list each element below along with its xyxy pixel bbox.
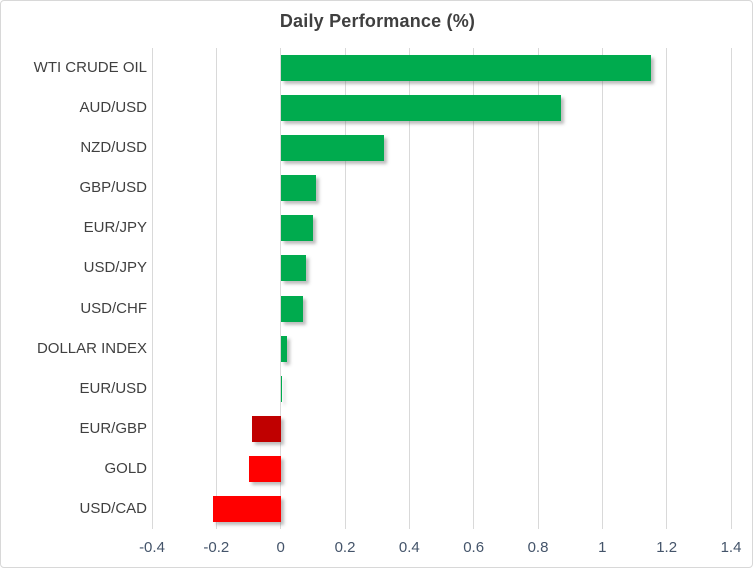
category-label: WTI CRUDE OIL	[33, 59, 147, 76]
x-tick-label: 0.6	[463, 539, 485, 556]
gridline	[151, 48, 153, 529]
category-label: GOLD	[104, 459, 147, 477]
category-label: AUD/USD	[79, 99, 147, 117]
bar-gold	[248, 455, 281, 482]
gridline	[601, 48, 603, 529]
gridline	[280, 48, 282, 529]
gridline	[537, 48, 539, 529]
x-tick-label: 0	[276, 539, 285, 556]
gridline	[344, 48, 346, 529]
x-tick-label: 0.8	[527, 539, 549, 556]
x-tick-label: 0.2	[334, 539, 356, 556]
bar-aud-usd	[280, 95, 561, 122]
bar-nzd-usd	[280, 135, 384, 162]
bar-dollar-index	[280, 335, 288, 362]
bar-eur-jpy	[280, 215, 313, 242]
bar-usd-jpy	[280, 255, 307, 282]
bar-eur-gbp	[251, 415, 281, 442]
x-tick-label: -0.2	[203, 539, 230, 556]
bar-usd-cad	[213, 495, 281, 522]
x-tick-label: 1.2	[656, 539, 678, 556]
chart-title: Daily Performance (%)	[279, 11, 476, 31]
x-tick-label: 0.4	[398, 539, 420, 556]
bar-wti-crude-oil	[280, 55, 651, 82]
category-label: EUR/USD	[79, 379, 147, 397]
bar-eur-usd	[280, 375, 283, 402]
gridline	[215, 48, 217, 529]
gridline	[473, 48, 475, 529]
bar-usd-chf	[280, 295, 304, 322]
category-label: DOLLAR INDEX	[36, 339, 147, 357]
x-tick-label: 1	[598, 539, 607, 556]
x-tick-label: 1.4	[720, 539, 742, 556]
gridline	[408, 48, 410, 529]
category-label: EUR/JPY	[83, 219, 147, 237]
category-label: USD/JPY	[83, 259, 147, 277]
bar-gbp-usd	[280, 175, 317, 202]
category-label: GBP/USD	[79, 179, 147, 197]
category-label: USD/CAD	[79, 499, 147, 517]
gridline	[730, 48, 732, 529]
gridline	[666, 48, 668, 529]
category-label: USD/CHF	[80, 299, 147, 317]
category-label: NZD/USD	[80, 139, 147, 157]
category-label: EUR/GBP	[79, 419, 147, 437]
x-tick-label: -0.4	[139, 539, 165, 556]
plot-area	[151, 48, 732, 529]
